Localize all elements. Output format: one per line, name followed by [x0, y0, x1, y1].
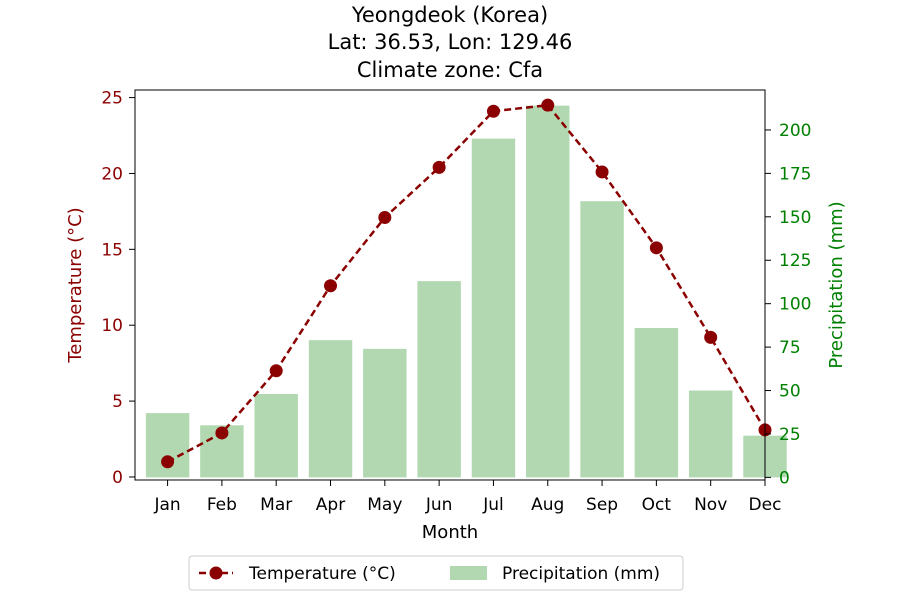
- temperature-point-sep: [595, 165, 609, 179]
- temperature-point-jul: [486, 104, 500, 118]
- temperature-point-jun: [432, 160, 446, 174]
- y-right-tick-label: 200: [779, 121, 811, 141]
- y-right-tick-label: 175: [779, 164, 811, 184]
- y-right-tick-label: 50: [779, 382, 801, 402]
- x-tick-label: Jul: [482, 495, 504, 515]
- x-tick-label: Jun: [425, 495, 453, 515]
- x-tick-label: Feb: [207, 495, 237, 515]
- y-left-tick-label: 20: [101, 164, 123, 184]
- y-axis-label-right: Precipitation (mm): [826, 201, 847, 368]
- temperature-point-aug: [541, 98, 555, 112]
- precipitation-bar-mar: [254, 394, 298, 478]
- y-left-tick-label: 25: [101, 89, 123, 109]
- temperature-point-nov: [704, 330, 718, 344]
- x-ticks: Jan Feb Mar Apr May Jun Jul Aug Sep Oct Nov Dec: [153, 480, 781, 515]
- y-right-tick-label: 0: [779, 468, 790, 488]
- x-tick-label: Aug: [531, 495, 564, 515]
- y-axis-label-left: Temperature (°C): [65, 207, 86, 363]
- plot-frame: [134, 89, 766, 481]
- legend-box: [188, 555, 684, 591]
- x-axis-label: Month: [422, 522, 478, 543]
- temperature-point-oct: [649, 241, 663, 255]
- x-tick-label: Apr: [316, 495, 345, 515]
- temperature-point-may: [378, 210, 392, 224]
- x-tick-label: Oct: [642, 495, 672, 515]
- precipitation-bar-oct: [634, 327, 679, 478]
- precipitation-bar-apr: [308, 340, 353, 478]
- x-tick-label: Sep: [586, 495, 618, 515]
- y-right-tick-label: 150: [779, 208, 811, 228]
- y-right-tick-label: 125: [779, 251, 811, 271]
- legend-temperature-marker-icon: [209, 566, 223, 580]
- y-right-tick-label: 100: [779, 295, 811, 315]
- temperature-point-apr: [324, 279, 338, 293]
- y-ticks-right: 0 25 50 75 100 125 150 175 200: [765, 121, 811, 488]
- x-tick-label: Dec: [749, 495, 782, 515]
- legend: Temperature (°C) Precipitation (mm): [188, 555, 684, 591]
- chart-subtitle-line-1: Lat: 36.53, Lon: 129.46: [328, 30, 573, 54]
- temperature-line: [161, 98, 772, 469]
- precipitation-bar-sep: [580, 201, 624, 478]
- precipitation-bar-aug: [526, 105, 570, 478]
- y-right-tick-label: 75: [779, 338, 801, 358]
- x-tick-label: Jan: [153, 495, 180, 515]
- precipitation-bar-nov: [688, 390, 733, 478]
- x-tick-label: May: [367, 495, 402, 515]
- legend-precipitation-label: Precipitation (mm): [502, 564, 660, 584]
- temperature-point-feb: [215, 426, 229, 440]
- x-tick-label: Mar: [260, 495, 292, 515]
- y-right-tick-label: 25: [779, 425, 801, 445]
- chart-title: Yeongdeok (Korea): [351, 3, 548, 27]
- temperature-point-jan: [161, 455, 175, 469]
- x-tick-label: Nov: [694, 495, 727, 515]
- precipitation-bars: [145, 105, 787, 478]
- chart-subtitle-line-2: Climate zone: Cfa: [357, 58, 543, 82]
- precipitation-bar-may: [363, 348, 407, 478]
- y-left-tick-label: 0: [112, 468, 123, 488]
- temperature-point-mar: [269, 364, 283, 378]
- y-left-tick-label: 10: [101, 316, 123, 336]
- y-ticks-left: 0 5 10 15 20 25: [101, 89, 135, 488]
- temperature-series-line: [167, 103, 767, 463]
- legend-precipitation-swatch-icon: [450, 566, 487, 580]
- legend-temperature-label: Temperature (°C): [248, 564, 396, 584]
- precipitation-bar-jun: [417, 281, 461, 478]
- precipitation-bar-jul: [471, 138, 516, 478]
- y-left-tick-label: 5: [112, 392, 123, 412]
- y-left-tick-label: 15: [101, 240, 123, 260]
